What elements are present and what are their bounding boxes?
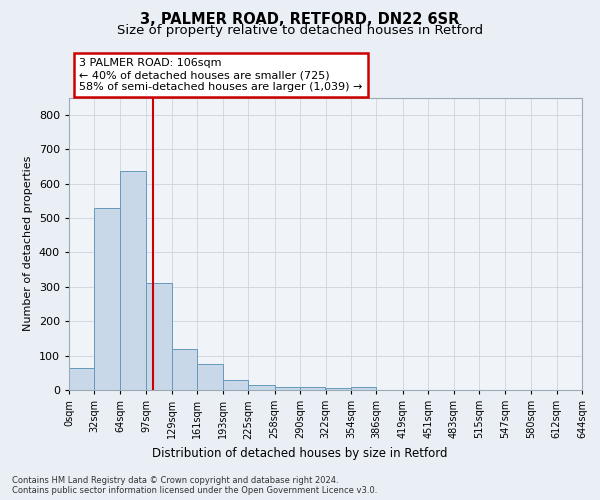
Bar xyxy=(275,387,300,390)
Bar xyxy=(351,387,376,390)
Bar xyxy=(94,208,120,390)
Bar xyxy=(69,368,94,390)
Bar xyxy=(146,284,172,390)
Bar xyxy=(223,380,248,390)
Bar xyxy=(197,364,223,390)
Text: Size of property relative to detached houses in Retford: Size of property relative to detached ho… xyxy=(117,24,483,37)
Bar xyxy=(300,386,325,390)
Y-axis label: Number of detached properties: Number of detached properties xyxy=(23,156,33,332)
Bar xyxy=(120,172,146,390)
Text: Distribution of detached houses by size in Retford: Distribution of detached houses by size … xyxy=(152,448,448,460)
Bar xyxy=(248,385,275,390)
Bar xyxy=(325,388,351,390)
Bar xyxy=(172,350,197,390)
Text: Contains public sector information licensed under the Open Government Licence v3: Contains public sector information licen… xyxy=(12,486,377,495)
Text: 3, PALMER ROAD, RETFORD, DN22 6SR: 3, PALMER ROAD, RETFORD, DN22 6SR xyxy=(140,12,460,28)
Text: Contains HM Land Registry data © Crown copyright and database right 2024.: Contains HM Land Registry data © Crown c… xyxy=(12,476,338,485)
Text: 3 PALMER ROAD: 106sqm
← 40% of detached houses are smaller (725)
58% of semi-det: 3 PALMER ROAD: 106sqm ← 40% of detached … xyxy=(79,58,362,92)
